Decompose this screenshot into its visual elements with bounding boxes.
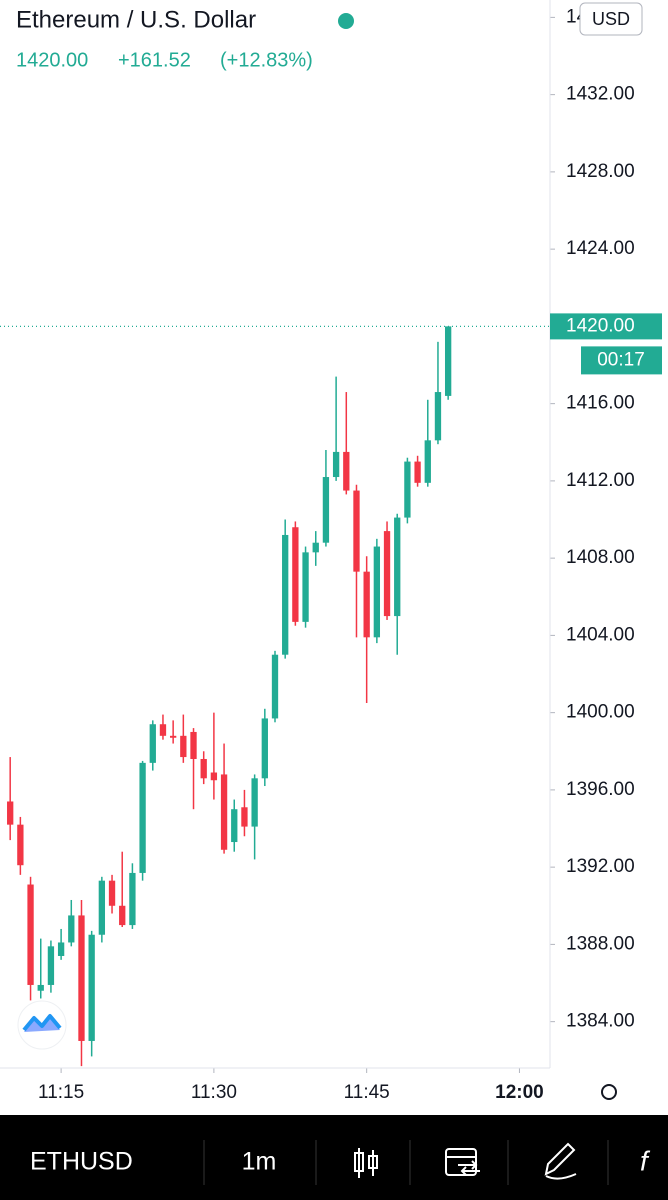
candle-body (98, 880, 106, 935)
candle-body (414, 461, 421, 483)
y-tick-label: 1400.00 (566, 702, 635, 723)
last-price-label: 1420.00 (566, 315, 635, 336)
candle-body (251, 778, 258, 827)
change: +161.52 (118, 49, 191, 71)
candle-body (332, 451, 340, 478)
candle-body (17, 824, 24, 866)
candle-body (7, 801, 14, 825)
drawing-icon[interactable] (544, 1142, 577, 1180)
x-tick-label: 11:15 (38, 1082, 84, 1103)
candle-body (282, 534, 289, 655)
candle-body (261, 718, 268, 779)
candle-body (383, 531, 391, 617)
currency-button[interactable] (579, 2, 643, 36)
candle-body (78, 915, 85, 1041)
replay-icon[interactable] (445, 1148, 480, 1176)
last-price-tag (550, 313, 662, 340)
toolbar (0, 1115, 668, 1200)
y-tick-label: 1408.00 (566, 547, 635, 568)
candle-body (434, 392, 442, 441)
x-tick-label: 12:00 (495, 1082, 544, 1103)
symbol-title: Ethereum / U.S. Dollar (16, 6, 256, 33)
plot: 1384.00 1388.00 1392.00 1396.00 1400.00 1404.… (0, 6, 635, 1103)
candle-body (312, 542, 319, 553)
candle-body (271, 654, 279, 719)
candle-body (231, 809, 238, 843)
logo[interactable] (17, 1000, 67, 1050)
y-tick-label: 1384.00 (566, 1011, 635, 1032)
market-status (338, 13, 354, 29)
candle-body (149, 724, 156, 763)
y-tick-label: 1404.00 (566, 624, 635, 645)
y-tick-label: 1392.00 (566, 856, 635, 877)
y-tick-label: 1432.00 (566, 84, 635, 105)
candle-body (404, 461, 411, 518)
candle-body (180, 735, 187, 758)
y-tick-label: 1428.00 (566, 161, 635, 182)
y-tick-label: 1396.00 (566, 779, 635, 800)
candle-body (353, 490, 360, 572)
candle-body (302, 552, 309, 622)
candle-body (108, 880, 116, 906)
candle-body (363, 571, 370, 638)
candle-body (394, 517, 401, 617)
settings-icon[interactable] (601, 1084, 617, 1100)
candle-body (444, 326, 452, 396)
candle-body (37, 984, 44, 991)
toolbar-symbol[interactable]: ETHUSD (30, 1148, 133, 1176)
countdown-tag (581, 346, 662, 375)
candle-body (322, 477, 330, 543)
x-tick-label: 11:30 (191, 1082, 237, 1103)
candle-body (88, 934, 95, 1041)
indicators-icon[interactable]: f (640, 1145, 651, 1176)
y-tick-label: 1412.00 (566, 470, 635, 491)
candle-body (210, 772, 218, 781)
chart-type-icon[interactable] (354, 1148, 378, 1178)
countdown: 00:17 (597, 349, 645, 370)
candle-body (27, 884, 34, 985)
candle-body (343, 451, 350, 491)
candle-body (292, 527, 299, 622)
candle-body (119, 905, 126, 926)
candle-body (220, 774, 228, 850)
candle-body (424, 440, 431, 483)
candle-body (169, 735, 177, 738)
candle-body (129, 872, 136, 926)
candle-body (57, 942, 65, 956)
candle-body (47, 946, 55, 985)
candle-body (139, 762, 146, 873)
candle-body (68, 915, 75, 943)
change-percent: (+12.83%) (220, 49, 313, 71)
y-tick-label: 1388.00 (566, 933, 635, 954)
y-tick-label: 1416.00 (566, 393, 635, 414)
y-tick-label: 1424.00 (566, 238, 635, 259)
toolbar-interval[interactable]: 1m (242, 1148, 277, 1176)
currency[interactable]: USD (592, 9, 630, 29)
candle-body (159, 724, 167, 736)
candle-body (200, 758, 207, 779)
candle-body (373, 546, 381, 638)
last-price: 1420.00 (16, 49, 88, 71)
x-tick-label: 11:45 (344, 1082, 390, 1103)
candle-body (241, 807, 248, 827)
candle-body (190, 731, 197, 759)
